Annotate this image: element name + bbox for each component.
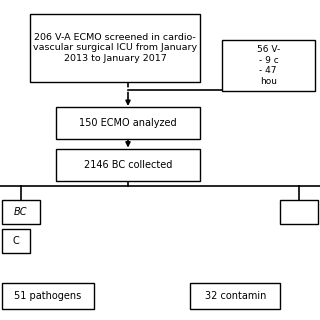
FancyBboxPatch shape	[222, 40, 315, 91]
Text: 2146 BC collected: 2146 BC collected	[84, 160, 172, 170]
Text: C: C	[12, 236, 20, 246]
Text: 150 ECMO analyzed: 150 ECMO analyzed	[79, 118, 177, 128]
Text: 206 V-A ECMO screened in cardio-
vascular surgical ICU from January
2013 to Janu: 206 V-A ECMO screened in cardio- vascula…	[33, 33, 197, 63]
Text: 51 pathogens: 51 pathogens	[14, 291, 82, 301]
FancyBboxPatch shape	[56, 149, 200, 181]
FancyBboxPatch shape	[2, 283, 94, 309]
FancyBboxPatch shape	[280, 200, 318, 224]
FancyBboxPatch shape	[2, 200, 40, 224]
FancyBboxPatch shape	[30, 14, 200, 82]
Text: 32 contamin: 32 contamin	[204, 291, 266, 301]
Text: 56 V-
- 9 c
- 47 
hou: 56 V- - 9 c - 47 hou	[257, 45, 280, 86]
FancyBboxPatch shape	[2, 229, 30, 253]
Text: BC: BC	[14, 207, 28, 217]
FancyBboxPatch shape	[56, 107, 200, 139]
FancyBboxPatch shape	[190, 283, 280, 309]
